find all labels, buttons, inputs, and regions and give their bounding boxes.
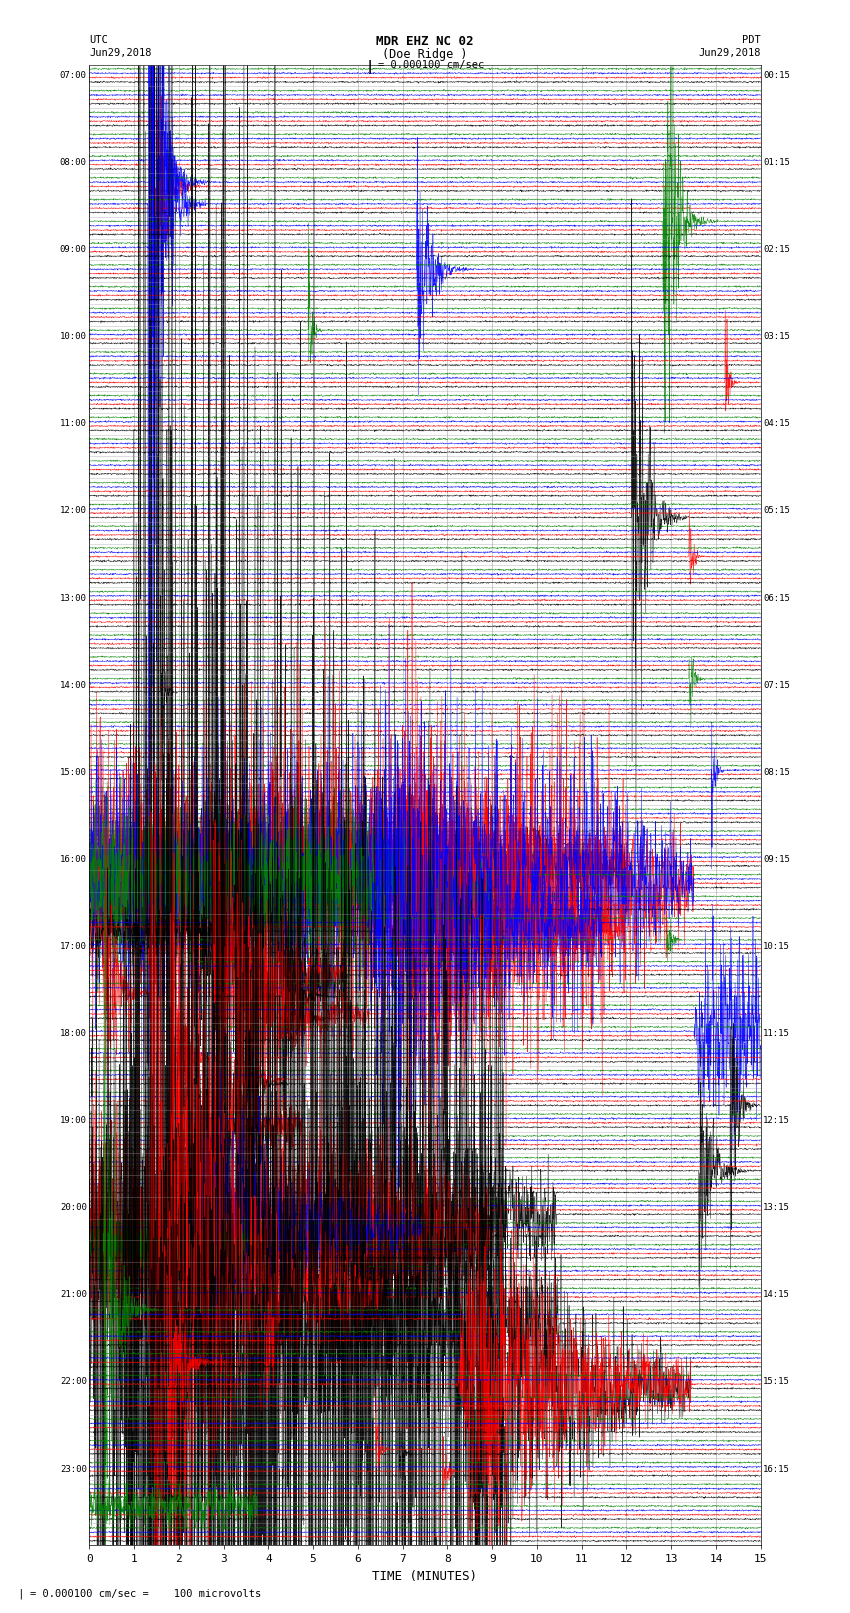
Text: 14:15: 14:15: [763, 1290, 791, 1300]
Text: |: |: [366, 60, 374, 74]
Text: 16:00: 16:00: [60, 855, 87, 865]
Text: 08:15: 08:15: [763, 768, 791, 777]
Text: UTC: UTC: [89, 35, 108, 45]
Text: (Doe Ridge ): (Doe Ridge ): [382, 48, 468, 61]
Text: 14:00: 14:00: [60, 681, 87, 690]
Text: 05:15: 05:15: [763, 506, 791, 516]
Text: 12:00: 12:00: [60, 506, 87, 516]
Text: 10:15: 10:15: [763, 942, 791, 952]
Text: 19:00: 19:00: [60, 1116, 87, 1126]
Text: 21:00: 21:00: [60, 1290, 87, 1300]
Text: 07:15: 07:15: [763, 681, 791, 690]
Text: 02:15: 02:15: [763, 245, 791, 255]
Text: 13:00: 13:00: [60, 594, 87, 603]
Text: 00:15: 00:15: [763, 71, 791, 81]
Text: Jun29,2018: Jun29,2018: [89, 48, 152, 58]
Text: 06:15: 06:15: [763, 594, 791, 603]
Text: 09:15: 09:15: [763, 855, 791, 865]
Text: 07:00: 07:00: [60, 71, 87, 81]
Text: 15:00: 15:00: [60, 768, 87, 777]
X-axis label: TIME (MINUTES): TIME (MINUTES): [372, 1569, 478, 1582]
Text: 20:00: 20:00: [60, 1203, 87, 1213]
Text: 15:15: 15:15: [763, 1378, 791, 1387]
Text: 12:15: 12:15: [763, 1116, 791, 1126]
Text: = 0.000100 cm/sec: = 0.000100 cm/sec: [378, 60, 484, 69]
Text: 10:00: 10:00: [60, 332, 87, 342]
Text: MDR EHZ NC 02: MDR EHZ NC 02: [377, 35, 473, 48]
Text: 09:00: 09:00: [60, 245, 87, 255]
Text: 03:15: 03:15: [763, 332, 791, 342]
Text: 22:00: 22:00: [60, 1378, 87, 1387]
Text: 11:00: 11:00: [60, 419, 87, 429]
Text: 16:15: 16:15: [763, 1465, 791, 1474]
Text: |: |: [17, 1589, 24, 1598]
Text: = 0.000100 cm/sec =    100 microvolts: = 0.000100 cm/sec = 100 microvolts: [30, 1589, 261, 1598]
Text: 18:00: 18:00: [60, 1029, 87, 1039]
Text: 23:00: 23:00: [60, 1465, 87, 1474]
Text: 01:15: 01:15: [763, 158, 791, 168]
Text: 13:15: 13:15: [763, 1203, 791, 1213]
Text: Jun29,2018: Jun29,2018: [698, 48, 761, 58]
Text: 04:15: 04:15: [763, 419, 791, 429]
Text: 08:00: 08:00: [60, 158, 87, 168]
Text: 11:15: 11:15: [763, 1029, 791, 1039]
Text: 17:00: 17:00: [60, 942, 87, 952]
Text: PDT: PDT: [742, 35, 761, 45]
